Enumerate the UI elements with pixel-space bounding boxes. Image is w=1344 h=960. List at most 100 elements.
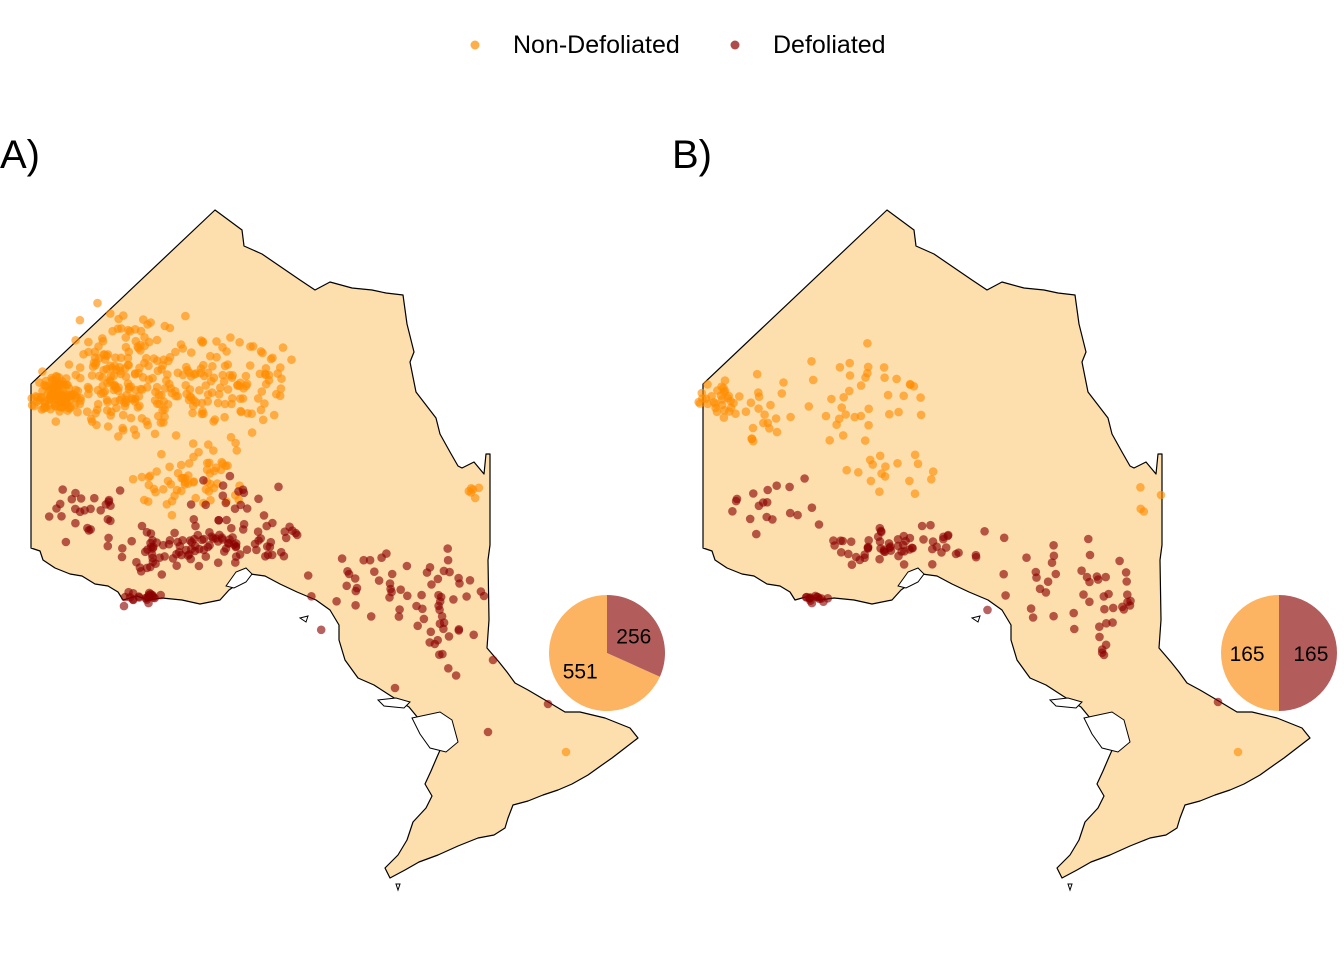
panel-a: A) 256 551 [0, 133, 665, 892]
point-non-defoliated [236, 406, 245, 416]
point-non-defoliated [37, 393, 46, 403]
point-defoliated [1049, 611, 1058, 621]
point-defoliated [101, 500, 111, 509]
point-non-defoliated [189, 452, 198, 462]
point-non-defoliated [162, 376, 171, 385]
point-defoliated [44, 512, 54, 521]
ontario-map [702, 209, 1311, 892]
point-defoliated [224, 538, 234, 548]
pie-label-defoliated: 256 [616, 626, 651, 649]
point-non-defoliated [131, 336, 141, 346]
point-defoliated [1041, 588, 1051, 597]
point-non-defoliated [212, 337, 221, 346]
point-non-defoliated [222, 347, 231, 356]
point-non-defoliated [41, 403, 51, 412]
point-defoliated [86, 504, 95, 514]
point-non-defoliated [114, 432, 123, 441]
pie-slice-non-defoliated [548, 595, 660, 711]
point-non-defoliated [145, 471, 155, 481]
point-non-defoliated [273, 369, 283, 378]
point-non-defoliated [747, 434, 757, 443]
point-non-defoliated [123, 353, 133, 363]
point-non-defoliated [99, 350, 108, 359]
point-non-defoliated [210, 415, 220, 424]
point-defoliated [218, 491, 228, 501]
point-non-defoliated [910, 489, 920, 499]
point-non-defoliated [771, 414, 781, 423]
point-non-defoliated [152, 467, 161, 476]
point-non-defoliated [103, 422, 113, 431]
point-non-defoliated [864, 404, 873, 414]
point-defoliated [83, 523, 92, 533]
point-non-defoliated [879, 363, 889, 372]
pie-slice-defoliated [1279, 595, 1337, 711]
point-non-defoliated [159, 355, 169, 365]
point-non-defoliated [863, 339, 872, 348]
point-non-defoliated [160, 412, 169, 422]
point-non-defoliated [899, 391, 908, 401]
point-non-defoliated [93, 298, 102, 308]
point-non-defoliated [231, 438, 240, 448]
point-non-defoliated [91, 360, 100, 370]
point-defoliated [172, 561, 181, 570]
point-non-defoliated [144, 480, 154, 490]
point-defoliated [1095, 622, 1104, 631]
point-non-defoliated [184, 471, 193, 480]
legend: Non-Defoliated Defoliated [470, 31, 886, 59]
point-non-defoliated [893, 459, 902, 468]
point-defoliated [465, 576, 475, 585]
point-non-defoliated [752, 369, 762, 379]
point-non-defoliated [841, 410, 850, 419]
point-defoliated [908, 543, 917, 553]
point-non-defoliated [719, 387, 729, 397]
point-non-defoliated [202, 458, 212, 468]
point-non-defoliated [856, 381, 866, 390]
point-non-defoliated [64, 360, 74, 369]
point-non-defoliated [54, 373, 64, 382]
point-non-defoliated [748, 423, 758, 433]
point-non-defoliated [258, 415, 268, 425]
point-non-defoliated [864, 420, 873, 430]
point-non-defoliated [786, 412, 795, 422]
point-non-defoliated [223, 385, 233, 394]
point-non-defoliated [165, 462, 174, 472]
point-defoliated [1102, 619, 1111, 628]
point-non-defoliated [470, 493, 480, 503]
point-non-defoliated [98, 373, 107, 383]
point-defoliated [242, 504, 252, 513]
point-non-defoliated [746, 398, 756, 408]
point-non-defoliated [195, 386, 204, 395]
point-defoliated [422, 568, 432, 577]
point-defoliated [170, 528, 179, 538]
point-defoliated [980, 527, 989, 536]
point-non-defoliated [261, 379, 271, 389]
point-defoliated [437, 612, 447, 621]
point-defoliated [1093, 575, 1103, 584]
point-defoliated [168, 554, 178, 563]
legend-swatch-non-defoliated [470, 40, 480, 50]
point-defoliated [144, 598, 153, 608]
point-defoliated [413, 621, 423, 631]
point-non-defoliated [703, 380, 712, 389]
point-defoliated [412, 601, 421, 611]
point-non-defoliated [199, 360, 208, 370]
point-non-defoliated [885, 409, 894, 419]
point-non-defoliated [220, 412, 229, 422]
point-defoliated [225, 471, 235, 481]
point-defoliated [337, 554, 347, 563]
point-defoliated [239, 519, 249, 529]
point-non-defoliated [208, 362, 217, 371]
point-defoliated [1213, 697, 1223, 707]
point-non-defoliated [881, 462, 890, 471]
point-defoliated [103, 541, 113, 551]
point-non-defoliated [138, 385, 147, 394]
lake-islands [897, 567, 1131, 892]
legend-item-defoliated: Defoliated [730, 31, 886, 59]
point-non-defoliated [142, 353, 151, 363]
point-defoliated [451, 671, 461, 680]
point-defoliated [262, 521, 272, 531]
point-non-defoliated [253, 394, 263, 403]
point-defoliated [394, 612, 404, 621]
point-defoliated [811, 591, 820, 601]
point-defoliated [433, 635, 443, 645]
